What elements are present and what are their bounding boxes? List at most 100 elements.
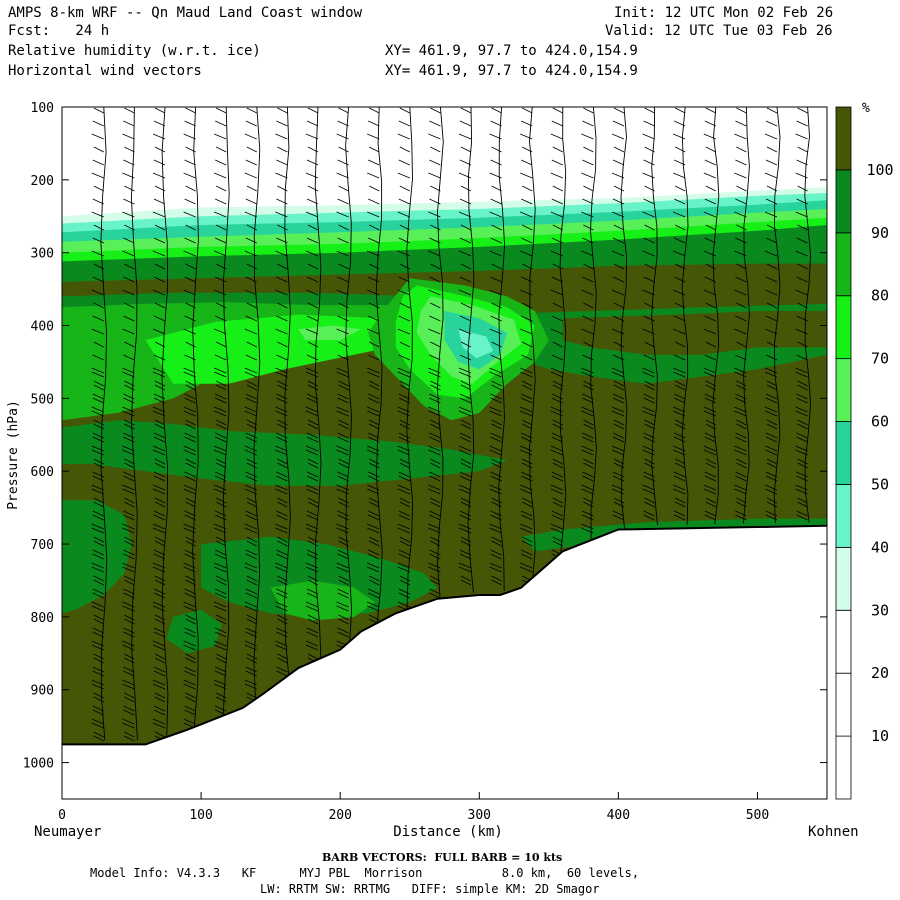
rh-patch-60-upper xyxy=(298,325,361,341)
wind-barb-flags xyxy=(122,107,135,742)
wind-barb-flags xyxy=(764,107,778,521)
wind-barb-flags xyxy=(520,107,533,586)
colorbar-swatch xyxy=(835,609,852,674)
chart-title: AMPS 8-km WRF -- Qn Maud Land Coast wind… xyxy=(8,5,363,21)
forecast-hour: Fcst: 24 h xyxy=(8,23,110,39)
model-physics: LW: RRTM SW: RRTMG DIFF: simple KM: 2D S… xyxy=(260,882,600,896)
wind-barb-staff xyxy=(467,107,475,594)
x-axis-label: Distance (km) xyxy=(393,824,503,840)
wind-barb-staff xyxy=(804,107,812,523)
wind-barb-staff xyxy=(375,107,383,626)
colorbar-level-label: 60 xyxy=(871,413,889,431)
plot-frame xyxy=(61,106,828,800)
field-label-wind: Horizontal wind vectors xyxy=(8,63,202,79)
wind-barb-flags xyxy=(673,107,686,521)
colorbar-swatch xyxy=(835,232,852,297)
init-time: Init: 12 UTC Mon 02 Feb 26 xyxy=(614,5,834,21)
colorbar-level-label: 100 xyxy=(866,161,893,179)
field-label-humidity: Relative humidity (w.r.t. ice) xyxy=(8,43,261,59)
y-axis: 100 200 300 400 500 600 700 800 900 1000 xyxy=(23,101,827,772)
colorbar: 10 20 30 40 50 60 70 80 90 100 xyxy=(835,106,894,800)
rh-patch-80-low-center xyxy=(270,580,375,621)
wind-barb-staff xyxy=(161,107,169,739)
y-tick-label: 300 xyxy=(31,247,54,262)
section-coords-1: XY= 461.9, 97.7 to 424.0,154.9 xyxy=(385,43,638,59)
wind-barb-staff xyxy=(712,107,720,525)
section-coords-2: XY= 461.9, 97.7 to 424.0,154.9 xyxy=(385,63,638,79)
y-tick-label: 400 xyxy=(31,320,54,335)
wind-barb-staff xyxy=(345,107,353,649)
rh-patch-90-low-center xyxy=(201,536,438,617)
wind-barb-staff xyxy=(436,107,444,599)
wind-barb-flags xyxy=(611,107,625,521)
wind-barb-staff xyxy=(590,107,597,541)
x-tick-label: 200 xyxy=(328,808,351,823)
colorbar-unit: % xyxy=(862,101,870,116)
wind-barb-staff xyxy=(681,107,689,525)
x-tick-label: 100 xyxy=(189,808,212,823)
wind-barb-flags xyxy=(703,107,716,521)
rh-patch-90-left-low xyxy=(62,500,132,614)
wind-barb-flags xyxy=(244,107,257,703)
model-info: Model Info: V4.3.3 KF MYJ PBL Morrison 8… xyxy=(90,866,640,880)
x-tick-label: 0 xyxy=(58,808,66,823)
terrain-line xyxy=(62,524,828,746)
rh-patch-40-center xyxy=(458,329,494,359)
wind-barb-staff xyxy=(192,107,199,728)
wind-barb-flags xyxy=(428,107,441,599)
colorbar-swatch xyxy=(835,546,852,611)
colorbar-level-label: 90 xyxy=(871,224,889,242)
colorbar-swatch xyxy=(835,484,852,548)
wind-barb-staff xyxy=(498,107,506,592)
y-tick-label: 100 xyxy=(31,101,54,116)
wind-barb-flags xyxy=(581,107,594,534)
x-start-label: Neumayer xyxy=(34,824,101,840)
wind-barb-flags xyxy=(183,107,196,729)
colorbar-swatch xyxy=(835,295,852,360)
barb-legend: BARB VECTORS: FULL BARB = 10 kts xyxy=(322,851,563,864)
wind-barb-staff xyxy=(406,107,414,610)
y-tick-label: 700 xyxy=(31,538,54,553)
colorbar-level-label: 50 xyxy=(871,475,889,493)
wind-barb-flags xyxy=(795,107,808,521)
colorbar-swatch xyxy=(835,735,852,800)
wind-barb-flags xyxy=(152,107,166,742)
wind-barb-flags xyxy=(397,107,410,612)
rh-patch-100-right xyxy=(562,311,827,355)
colorbar-level-label: 10 xyxy=(871,727,889,745)
valid-time: Valid: 12 UTC Tue 03 Feb 26 xyxy=(605,23,833,39)
wind-barb-flags xyxy=(91,107,104,742)
wind-barb-staff xyxy=(314,107,322,662)
rh-patch-90-small xyxy=(166,609,222,654)
rh-patch-70-upper xyxy=(145,314,438,384)
colorbar-swatch xyxy=(835,672,852,737)
x-tick-label: 500 xyxy=(746,808,769,823)
x-tick-label: 300 xyxy=(468,808,491,823)
colorbar-level-label: 40 xyxy=(871,538,889,556)
colorbar-level-label: 80 xyxy=(871,287,889,305)
y-tick-label: 600 xyxy=(31,465,54,480)
wind-barb-flags xyxy=(489,107,502,586)
x-end-label: Kohnen xyxy=(808,824,859,840)
wind-barb-staff xyxy=(222,107,230,717)
wind-barb-staff xyxy=(253,107,261,704)
wind-barb-flags xyxy=(458,107,472,586)
colorbar-swatch xyxy=(835,169,852,234)
colorbar-swatch xyxy=(835,106,852,171)
wind-barb-staff xyxy=(529,107,536,585)
wind-barb-flags xyxy=(336,107,349,651)
wind-barb-flags xyxy=(214,107,227,716)
y-tick-label: 800 xyxy=(31,611,54,626)
y-tick-label: 500 xyxy=(31,392,54,407)
wind-barb-staff xyxy=(773,107,781,524)
wind-barbs xyxy=(91,107,812,742)
colorbar-swatch xyxy=(835,421,852,485)
colorbar-level-label: 20 xyxy=(871,664,889,682)
wind-barb-flags xyxy=(642,107,655,521)
wind-barb-flags xyxy=(550,107,563,560)
wind-barb-staff xyxy=(559,107,567,560)
x-axis: 0 100 200 300 400 500 xyxy=(58,792,769,823)
wind-barb-flags xyxy=(275,107,288,677)
wind-barb-flags xyxy=(367,107,380,625)
